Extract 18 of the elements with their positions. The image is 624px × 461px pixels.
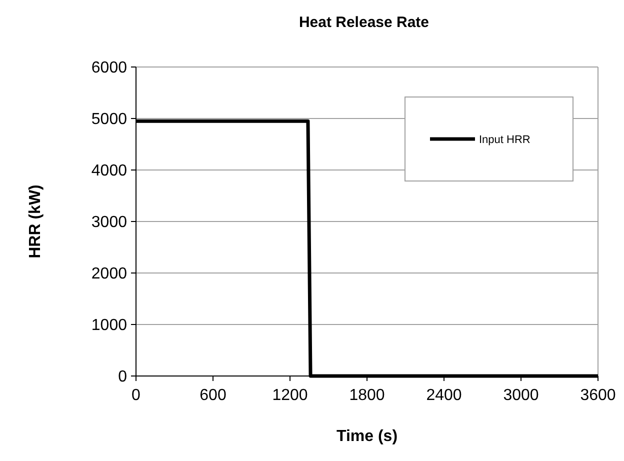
legend-label: Input HRR	[479, 134, 530, 146]
x-axis-title: Time (s)	[336, 428, 398, 445]
y-tick-label: 3000	[91, 214, 128, 232]
y-axis-title: HRR (kW)	[27, 184, 44, 258]
x-tick-label: 3600	[580, 387, 616, 404]
chart-title: Heat Release Rate	[298, 14, 430, 31]
y-tick-label: 2000	[91, 266, 128, 283]
x-tick-label: 1800	[349, 387, 385, 404]
y-tick-label: 0	[118, 368, 128, 386]
x-tick-label: 1200	[272, 387, 308, 404]
x-tick-label: 0	[132, 387, 141, 404]
y-tick-label: 5000	[91, 111, 128, 128]
x-tick-label: 2400	[426, 387, 462, 404]
y-tick-label: 4000	[91, 162, 128, 180]
x-tick-label: 600	[200, 387, 226, 404]
x-tick-label: 3000	[503, 387, 539, 404]
y-tick-label: 6000	[91, 60, 128, 77]
y-tick-label: 1000	[91, 317, 128, 334]
